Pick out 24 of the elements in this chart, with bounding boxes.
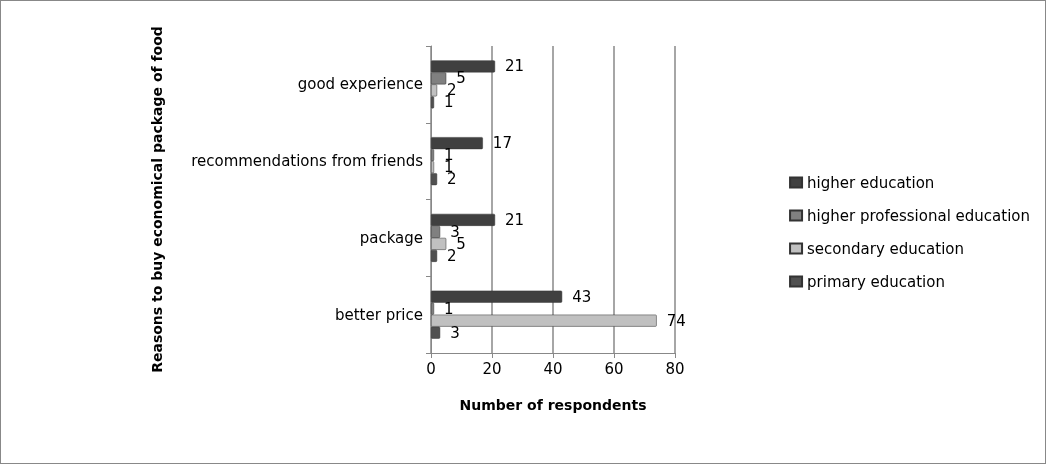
data-label: 1 [444,299,454,318]
x-tick-label: 60 [604,359,624,378]
data-label: 43 [572,287,592,306]
data-label: 21 [505,57,525,76]
x-axis-title: Number of respondents [459,397,647,413]
legend-label: primary education [807,272,945,291]
legend-label: higher professional education [807,206,1030,225]
data-label: 17 [492,134,512,153]
x-tick-label: 80 [665,359,685,378]
y-axis-title: Reasons to buy economical package of food [149,26,165,373]
data-label: 3 [450,323,460,342]
y-tick-label: good experience [297,75,423,94]
y-tick-label: recommendations from friends [191,152,424,171]
x-tick-label: 40 [543,359,563,378]
data-label: 21 [505,210,525,229]
x-tick-label: 0 [426,359,436,378]
data-label: 74 [666,311,686,330]
data-label: 2 [447,246,457,265]
y-tick-label: package [359,228,423,247]
y-tick-label: better price [334,305,423,324]
x-tick-label: 20 [482,359,502,378]
legend-label: higher education [807,173,935,192]
legend-label: secondary education [807,239,964,258]
data-label: 5 [456,69,466,88]
